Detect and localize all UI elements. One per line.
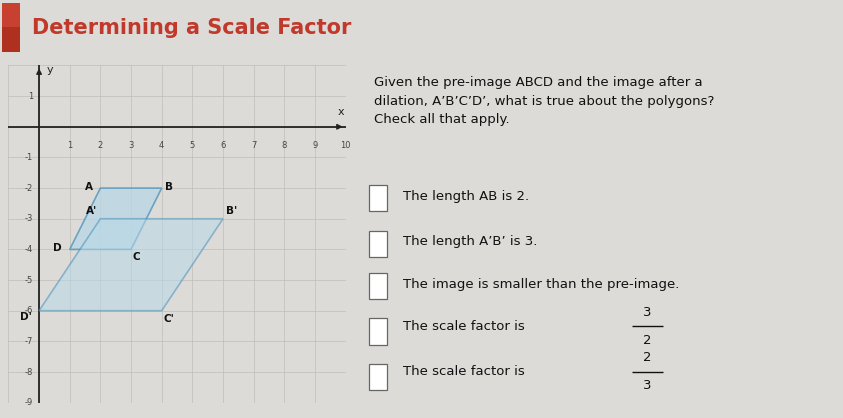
Text: The length AB is 2.: The length AB is 2.: [403, 190, 529, 203]
Text: -9: -9: [24, 398, 33, 407]
Text: 6: 6: [220, 140, 226, 150]
Text: C: C: [132, 252, 140, 263]
Text: y: y: [46, 65, 53, 75]
Text: 7: 7: [251, 140, 256, 150]
Text: D': D': [19, 312, 31, 322]
Text: x: x: [338, 107, 344, 117]
Text: 3: 3: [643, 380, 652, 393]
Text: 3: 3: [643, 306, 652, 319]
Text: 10: 10: [341, 140, 351, 150]
Polygon shape: [39, 219, 223, 311]
FancyBboxPatch shape: [368, 319, 387, 345]
Text: -1: -1: [24, 153, 33, 162]
FancyBboxPatch shape: [368, 231, 387, 257]
Text: The length A’B’ is 3.: The length A’B’ is 3.: [403, 235, 537, 248]
Text: 4: 4: [159, 140, 164, 150]
Text: The image is smaller than the pre-image.: The image is smaller than the pre-image.: [403, 278, 679, 291]
FancyBboxPatch shape: [368, 185, 387, 211]
Text: 1: 1: [67, 140, 72, 150]
Text: 2: 2: [643, 334, 652, 347]
Text: B: B: [164, 181, 173, 191]
Bar: [2, 3, 20, 27]
Text: Given the pre-image ABCD and the image after a
dilation, A’B’C’D’, what is true : Given the pre-image ABCD and the image a…: [373, 76, 714, 126]
Text: The scale factor is: The scale factor is: [403, 320, 529, 333]
Text: 8: 8: [282, 140, 287, 150]
Text: Determining a Scale Factor: Determining a Scale Factor: [32, 18, 352, 38]
Text: 2: 2: [643, 352, 652, 364]
Text: A': A': [86, 206, 97, 216]
Text: -8: -8: [24, 367, 33, 377]
Text: The scale factor is: The scale factor is: [403, 365, 529, 378]
Text: -5: -5: [24, 275, 33, 285]
FancyBboxPatch shape: [368, 364, 387, 390]
Text: -3: -3: [24, 214, 33, 223]
Text: D: D: [53, 243, 62, 253]
Text: C': C': [164, 314, 175, 324]
Text: B': B': [226, 206, 238, 216]
FancyBboxPatch shape: [368, 273, 387, 299]
Text: 9: 9: [313, 140, 318, 150]
Text: 5: 5: [190, 140, 195, 150]
Text: 2: 2: [98, 140, 103, 150]
Polygon shape: [70, 188, 162, 250]
Text: 3: 3: [128, 140, 134, 150]
Text: -2: -2: [24, 184, 33, 193]
Text: 1: 1: [28, 92, 33, 101]
Text: -4: -4: [24, 245, 33, 254]
Text: -6: -6: [24, 306, 33, 315]
Text: -7: -7: [24, 337, 33, 346]
Text: A: A: [85, 181, 93, 191]
Bar: [2, 3, 20, 52]
